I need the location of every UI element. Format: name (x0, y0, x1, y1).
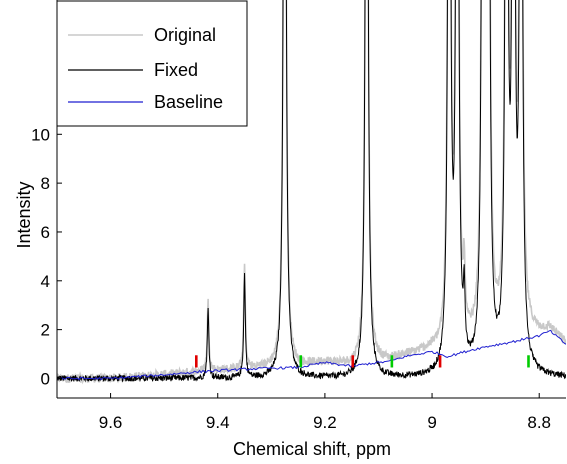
x-axis-title: Chemical shift, ppm (233, 439, 391, 459)
legend-box (56, 0, 248, 127)
x-tick-label-4: 8.8 (527, 413, 551, 432)
y-tick-label-1: 2 (41, 321, 50, 340)
x-tick-label-3: 9 (427, 413, 436, 432)
series-fixed-line (57, 0, 566, 383)
legend-label-fixed: Fixed (154, 60, 198, 80)
y-tick-label-5: 10 (31, 125, 50, 144)
legend-label-original: Original (154, 25, 216, 45)
series-baseline-line (57, 329, 566, 381)
y-tick-label-4: 8 (41, 174, 50, 193)
x-tick-label-0: 9.6 (99, 413, 123, 432)
y-tick-label-2: 4 (41, 272, 50, 291)
legend-label-baseline: Baseline (154, 92, 223, 112)
y-tick-label-0: 0 (41, 369, 50, 388)
x-tick-label-2: 9.2 (313, 413, 337, 432)
legend: Original Fixed Baseline (56, 0, 248, 127)
x-tick-label-1: 9.4 (206, 413, 230, 432)
y-tick-label-3: 6 (41, 223, 50, 242)
y-axis-title: Intensity (14, 181, 34, 248)
